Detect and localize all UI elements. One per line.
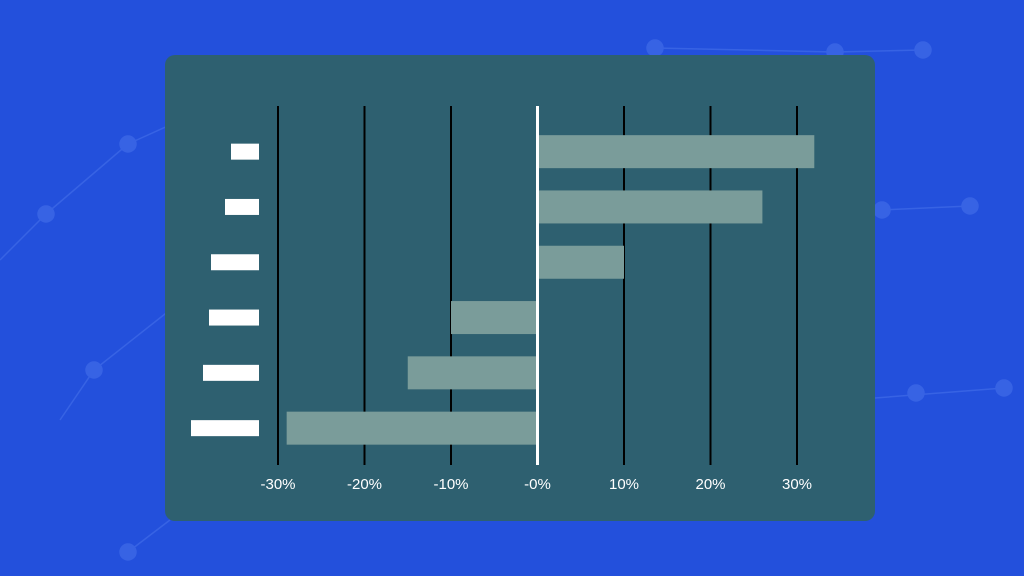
bar [537,190,763,224]
label-placeholder [211,254,259,271]
label-placeholder [209,309,259,326]
label-placeholder [191,420,259,437]
bar [537,135,815,169]
x-tick-label: -0% [524,476,551,493]
x-tick-label: 20% [695,476,725,493]
background-network [0,39,1013,561]
bar [537,245,624,279]
label-placeholder [203,364,259,381]
x-tick-label: 10% [609,476,639,493]
x-tick-label: 30% [782,476,812,493]
bar [407,356,538,390]
x-tick-label: -30% [260,476,295,493]
bar [451,301,538,335]
label-placeholder [231,143,259,160]
x-tick-label: -10% [433,476,468,493]
x-tick-label: -20% [347,476,382,493]
bar [286,411,538,445]
chart-panel [165,55,875,521]
label-placeholder [225,198,259,215]
